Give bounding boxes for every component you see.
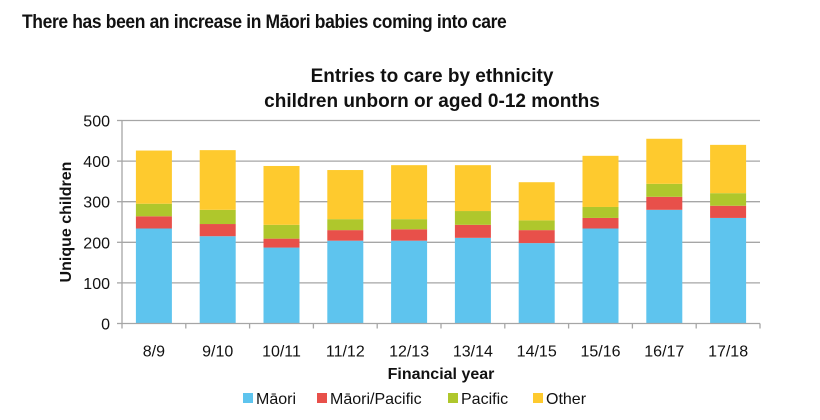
- bar-segment-m-ori: [263, 247, 300, 324]
- bar-segment-m-ori-pacific: [199, 224, 236, 237]
- bar-segment-pacific: [391, 219, 428, 230]
- x-tick-label: 8/9: [143, 344, 165, 361]
- legend-label-pacific: Pacific: [461, 391, 508, 408]
- legend-label-other: Other: [546, 391, 587, 408]
- bar-segment-other: [454, 165, 491, 212]
- x-axis-label: Financial year: [388, 366, 495, 383]
- bar-segment-other: [263, 165, 300, 225]
- bar-segment-m-ori: [582, 228, 619, 324]
- bar-segment-m-ori: [454, 237, 491, 324]
- x-tick-label: 12/13: [389, 344, 429, 361]
- bar-segment-m-ori: [135, 228, 172, 324]
- y-axis-label: Unique children: [58, 162, 75, 283]
- bar-segment-pacific: [263, 224, 300, 239]
- bar-segment-pacific: [327, 219, 364, 231]
- bar-segment-pacific: [135, 203, 172, 217]
- y-tick-label: 100: [83, 276, 110, 293]
- bar-segment-other: [646, 138, 683, 184]
- legend-swatch-other: [533, 393, 543, 403]
- x-tick-label: 16/17: [644, 344, 684, 361]
- bar-segment-m-ori-pacific: [263, 238, 300, 248]
- chart-title-line-1: Entries to care by ethnicity: [311, 66, 554, 87]
- y-tick-label: 0: [101, 317, 110, 334]
- bar-segment-m-ori: [518, 243, 555, 324]
- x-tick-label: 11/12: [326, 344, 365, 361]
- x-tick-label: 9/10: [202, 344, 233, 361]
- bar-segment-m-ori-pacific: [454, 224, 491, 238]
- bar-segment-pacific: [518, 220, 555, 231]
- axes: 0 100 200 300 400 500 8/9 9/10 10/11 11/12 12/13 13…: [83, 114, 761, 361]
- bar-segment-m-ori-pacific: [518, 230, 555, 244]
- bar-segment-pacific: [454, 211, 491, 225]
- bars: [135, 138, 747, 324]
- y-tick-label: 500: [83, 114, 110, 131]
- x-tick-label: 17/18: [708, 344, 748, 361]
- y-tick-label: 200: [83, 235, 110, 252]
- bar-segment-m-ori: [199, 236, 236, 324]
- x-tick-label: 13/14: [453, 344, 493, 361]
- bar-segment-m-ori: [327, 240, 364, 324]
- bar-segment-other: [582, 155, 619, 207]
- bar-segment-m-ori-pacific: [327, 230, 364, 241]
- legend: Māori Māori/Pacific Pacific Other: [243, 391, 587, 408]
- bar-segment-m-ori-pacific: [646, 196, 683, 210]
- bar-segment-other: [710, 144, 747, 194]
- bar-segment-m-ori-pacific: [135, 216, 172, 229]
- bar-segment-m-ori-pacific: [582, 217, 619, 229]
- legend-swatch-pacific: [448, 393, 458, 403]
- bar-segment-other: [327, 170, 364, 220]
- y-tick-label: 400: [83, 154, 110, 171]
- x-tick-label: 14/15: [517, 344, 557, 361]
- x-tick-label: 10/11: [262, 344, 301, 361]
- legend-label-m-ori: Māori: [256, 391, 296, 408]
- bar-segment-other: [135, 150, 172, 204]
- legend-swatch-m-ori-pacific: [317, 393, 327, 403]
- bar-segment-pacific: [710, 193, 747, 206]
- legend-swatch-m-ori: [243, 393, 253, 403]
- y-tick-label: 300: [83, 195, 110, 212]
- headline: There has been an increase in Māori babi…: [22, 12, 507, 33]
- chart-title-line-2: children unborn or aged 0-12 months: [264, 91, 600, 112]
- bar-segment-m-ori-pacific: [391, 229, 428, 241]
- bar-segment-other: [199, 150, 236, 210]
- bar-segment-other: [391, 165, 428, 220]
- bar-segment-pacific: [646, 183, 683, 197]
- bar-segment-m-ori-pacific: [710, 205, 747, 218]
- bar-segment-m-ori: [646, 209, 683, 324]
- bar-segment-pacific: [582, 206, 619, 218]
- bar-segment-other: [518, 182, 555, 221]
- bar-segment-m-ori: [391, 240, 428, 324]
- bar-segment-pacific: [199, 209, 236, 225]
- bar-segment-m-ori: [710, 217, 747, 324]
- legend-label-m-ori-pacific: Māori/Pacific: [330, 391, 422, 408]
- x-tick-label: 15/16: [580, 344, 620, 361]
